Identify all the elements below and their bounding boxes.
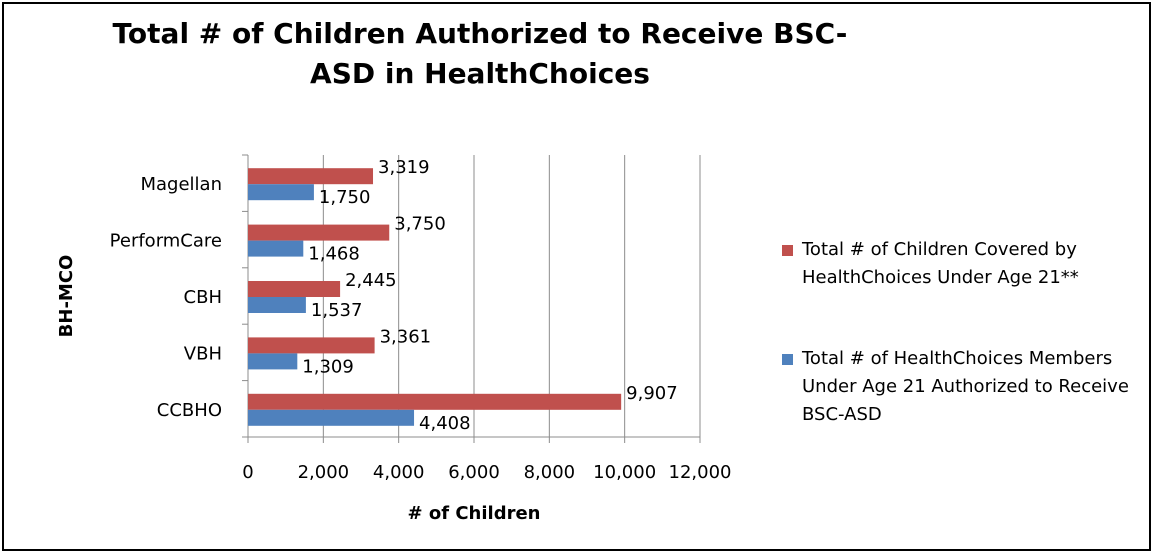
x-axis-title: # of Children — [408, 503, 541, 524]
legend-label-children-covered: Total # of Children Covered by HealthCho… — [802, 239, 1079, 288]
legend-label-members-authorized: Total # of HealthChoices Members Under A… — [802, 348, 1129, 425]
legend-swatch-red — [782, 245, 793, 256]
bar-children-covered — [248, 281, 341, 297]
data-label-children-covered: 3,361 — [380, 326, 432, 347]
chart-title: Total # of Children Authorized to Receiv… — [112, 17, 848, 90]
data-label-members-authorized: 1,468 — [308, 244, 360, 265]
x-tick-label: 2,000 — [298, 462, 350, 483]
bar-members-authorized — [248, 409, 415, 426]
x-tick-label: 10,000 — [593, 462, 656, 483]
bar-children-covered — [248, 168, 374, 185]
category-label: CCBHO — [157, 400, 222, 421]
data-label-children-covered: 9,907 — [626, 383, 678, 404]
bar-members-authorized — [248, 353, 298, 370]
bar-members-authorized — [248, 297, 306, 313]
bar-children-covered — [248, 337, 375, 354]
x-tick-label: 6,000 — [448, 462, 500, 483]
category-label: PerformCare — [110, 231, 222, 252]
category-label: VBH — [184, 343, 222, 364]
bar-children-covered — [248, 393, 622, 410]
x-tick-label: 0 — [242, 462, 253, 483]
data-label-children-covered: 2,445 — [345, 270, 397, 291]
bar-children-covered — [248, 224, 390, 241]
data-label-members-authorized: 1,309 — [302, 356, 354, 377]
data-label-children-covered: 3,319 — [378, 157, 430, 178]
legend-swatch-blue — [782, 354, 793, 365]
x-tick-label: 8,000 — [524, 462, 576, 483]
bar-members-authorized — [248, 240, 304, 257]
data-label-children-covered: 3,750 — [394, 214, 446, 235]
category-label: Magellan — [140, 174, 222, 195]
data-label-members-authorized: 1,537 — [311, 300, 363, 321]
data-label-members-authorized: 4,408 — [419, 413, 471, 434]
bar-members-authorized — [248, 184, 314, 201]
legend-item-members-authorized: Total # of HealthChoices Members Under A… — [782, 345, 1142, 435]
legend-item-children-covered: Total # of Children Covered by HealthCho… — [782, 236, 1142, 296]
data-label-members-authorized: 1,750 — [319, 187, 371, 208]
x-tick-label: 12,000 — [669, 462, 732, 483]
chart-frame — [2, 2, 1151, 551]
x-tick-label: 4,000 — [373, 462, 425, 483]
y-axis-title: BH-MCO — [56, 255, 77, 338]
category-label: CBH — [184, 287, 222, 308]
